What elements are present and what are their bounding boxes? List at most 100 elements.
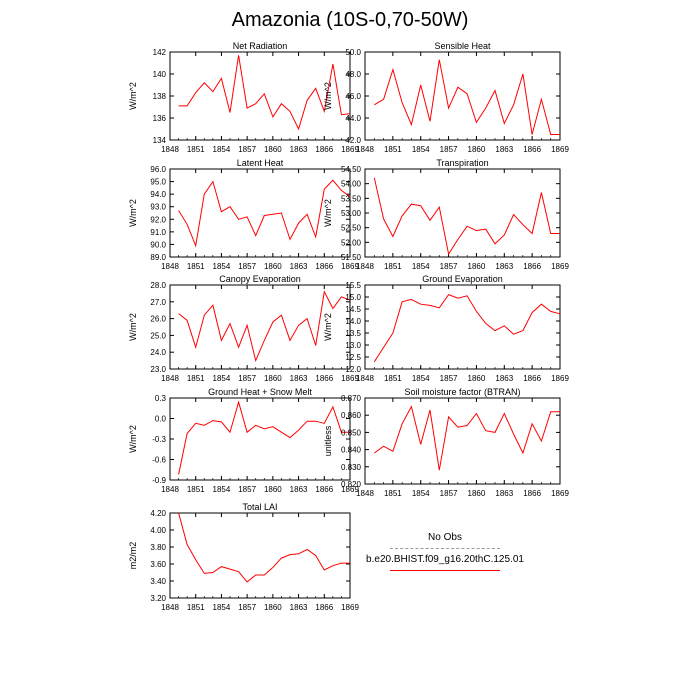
legend: No Obs b.e20.BHIST.f09_g16.20thC.125.01 [360,530,530,575]
y-axis-label: W/m^2 [128,199,138,227]
panel-frame [364,168,561,258]
x-tick-label: 1848 [356,145,374,154]
y-tick-label: 14.5 [345,305,361,314]
x-tick-label: 1857 [440,489,458,498]
panel-frame [169,168,351,258]
x-tick-label: 1869 [551,262,569,271]
y-tick-label: 12.0 [345,365,361,374]
y-tick-label: 3.80 [150,543,166,552]
y-axis-label: m2/m2 [128,542,138,570]
series-line [374,405,560,471]
y-tick-label: 42.0 [345,136,361,145]
y-tick-label: 44.0 [345,114,361,123]
y-tick-label: 0.3 [155,394,167,403]
series-line [178,290,351,363]
legend-model-label: b.e20.BHIST.f09_g16.20thC.125.01 [366,554,524,565]
x-tick-label: 1863 [290,485,308,494]
series-line [178,400,350,475]
x-tick-label: 1851 [187,262,205,271]
y-tick-label: 92.0 [150,215,166,224]
x-tick-label: 1860 [264,485,282,494]
x-tick-label: 1851 [384,374,402,383]
y-tick-label: 90.0 [150,240,166,249]
y-tick-label: 3.20 [150,594,166,603]
y-tick-label: 142 [153,48,167,57]
series-line [374,59,560,135]
y-tick-label: 54.50 [341,165,362,174]
panel-title: Ground Evaporation [422,274,503,284]
y-tick-label: 0.840 [341,446,362,455]
x-tick-label: 1854 [213,374,231,383]
x-tick-label: 1857 [440,262,458,271]
y-tick-label: -0.3 [152,435,166,444]
x-tick-label: 1863 [290,374,308,383]
panel-6: Ground Evaporation W/m^2 1848 1851 1854 1857 1… [323,274,569,383]
y-tick-label: 26.0 [150,315,166,324]
y-tick-label: 4.20 [150,509,166,518]
panel-3: Latent Heat W/m^2 1848 1851 1854 1857 1860 1863… [128,158,359,271]
panel-frame [364,284,561,370]
x-tick-label: 1857 [238,145,256,154]
x-tick-label: 1860 [264,262,282,271]
y-axis-label: W/m^2 [323,313,333,341]
x-tick-label: 1848 [356,374,374,383]
x-tick-label: 1869 [341,603,359,612]
y-tick-label: 0.870 [341,394,362,403]
y-tick-label: 12.5 [345,353,361,362]
y-axis-label: W/m^2 [128,313,138,341]
x-tick-label: 1869 [341,262,359,271]
series-line [178,55,351,131]
x-tick-label: 1866 [315,145,333,154]
x-tick-label: 1866 [523,374,541,383]
y-tick-label: -0.9 [152,476,166,485]
y-tick-label: 94.0 [150,190,166,199]
y-tick-label: 50.0 [345,48,361,57]
y-tick-label: 96.0 [150,165,166,174]
x-tick-label: 1857 [238,603,256,612]
x-tick-label: 1860 [468,489,486,498]
x-tick-label: 1851 [384,262,402,271]
x-tick-label: 1860 [468,374,486,383]
x-tick-label: 1863 [290,603,308,612]
y-tick-label: 48.0 [345,70,361,79]
x-tick-label: 1854 [412,145,430,154]
legend-noobs-line [390,548,500,549]
x-tick-label: 1863 [495,374,513,383]
panel-title: Canopy Evaporation [219,274,301,284]
x-tick-label: 1866 [523,145,541,154]
y-tick-label: 0.850 [341,428,362,437]
x-tick-label: 1860 [468,262,486,271]
y-tick-label: 3.60 [150,560,166,569]
x-tick-label: 1851 [187,603,205,612]
y-tick-label: 53.00 [341,209,362,218]
x-tick-label: 1860 [264,145,282,154]
y-tick-label: 4.00 [150,526,166,535]
panel-title: Sensible Heat [434,41,491,51]
y-tick-label: 52.00 [341,238,362,247]
y-tick-label: 15.5 [345,281,361,290]
y-tick-label: 136 [153,114,167,123]
x-tick-label: 1860 [468,145,486,154]
x-tick-label: 1866 [315,485,333,494]
series-line [373,293,561,363]
panel-frame [169,512,351,599]
y-tick-label: 13.5 [345,329,361,338]
panel-5: Canopy Evaporation W/m^2 1848 1851 1854 1857 1… [128,274,359,383]
y-tick-label: 0.860 [341,411,362,420]
series-line [373,177,560,256]
y-tick-label: 134 [153,136,167,145]
panel-1: Net Radiation W/m^2 1848 1851 1854 1857 1860 18… [128,41,359,154]
x-tick-label: 1851 [187,485,205,494]
x-tick-label: 1848 [161,262,179,271]
x-tick-label: 1860 [264,374,282,383]
y-tick-label: 138 [153,92,167,101]
y-tick-label: 95.0 [150,178,166,187]
y-tick-label: 25.0 [150,331,166,340]
y-tick-label: 28.0 [150,281,166,290]
x-tick-label: 1869 [551,489,569,498]
y-tick-label: 13.0 [345,341,361,350]
x-tick-label: 1851 [384,489,402,498]
x-tick-label: 1851 [384,145,402,154]
panel-title: Ground Heat + Snow Melt [208,387,312,397]
